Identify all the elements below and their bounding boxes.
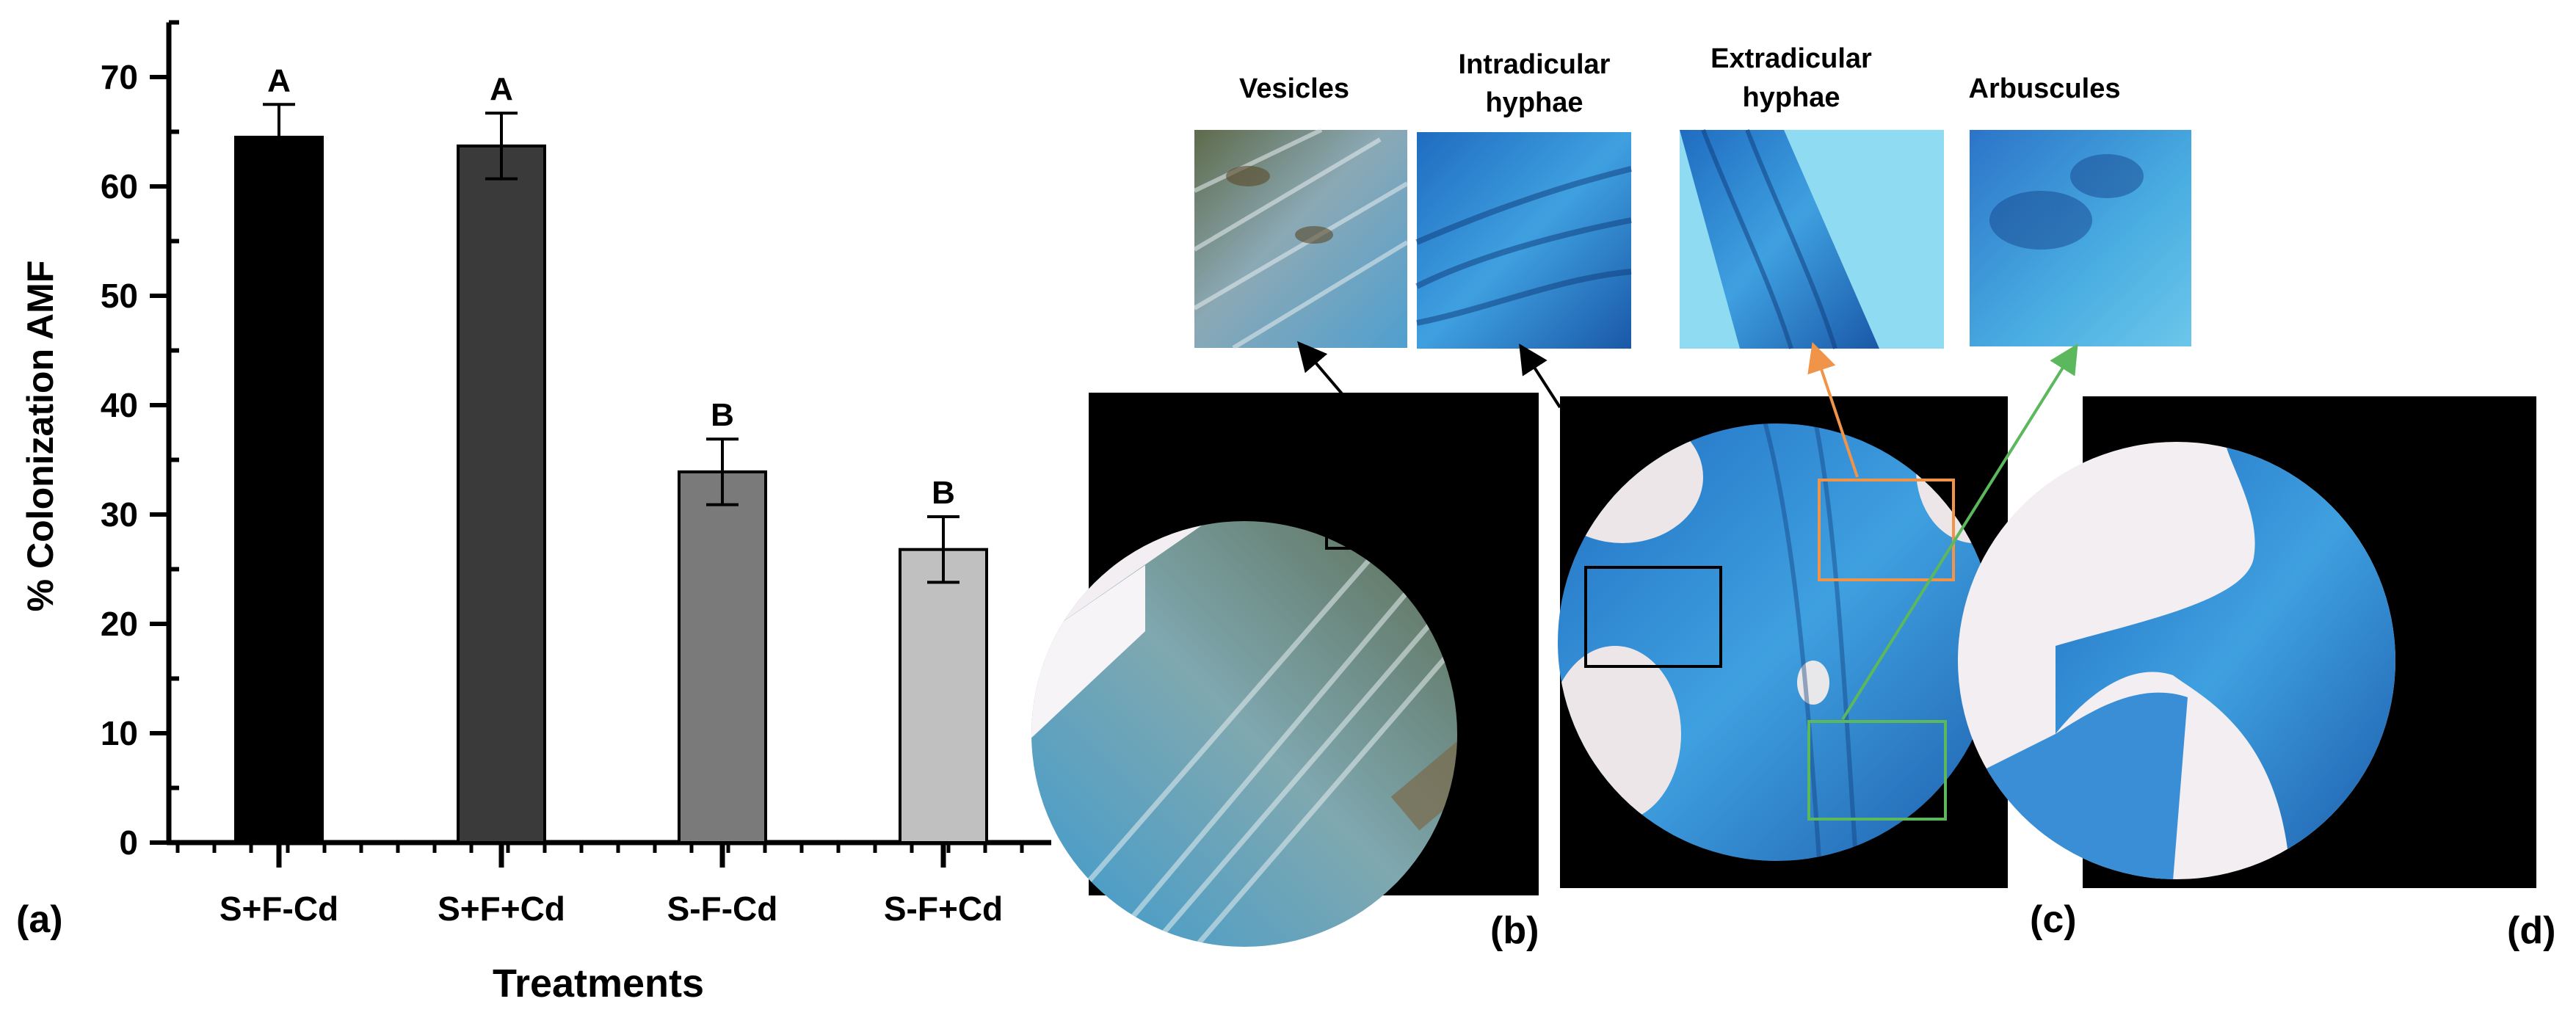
micrograph-c (1558, 396, 2008, 888)
inset-label-extradicular-2: hyphae (1742, 82, 1840, 113)
x-tick-label: S+F-Cd (219, 890, 338, 928)
micrograph-b (1031, 393, 1539, 947)
chart-bars: A A B B (234, 62, 988, 844)
x-axis-label: Treatments (493, 961, 704, 1006)
inset-label-extradicular: Extradicular (1710, 43, 1872, 74)
inset-label-arbuscules: Arbuscules (1969, 73, 2121, 104)
inset-label-intradicular: Intradicular (1459, 49, 1611, 80)
bar-S-F-Cd (678, 470, 767, 844)
panel-labels: (b) (c) (d) (1490, 898, 2555, 952)
y-tick-label: 30 (101, 495, 138, 534)
micrograph-d (1958, 396, 2536, 888)
panel-label-a: (a) (16, 898, 63, 941)
y-tick-label: 40 (101, 386, 138, 424)
y-tick-label: 10 (101, 714, 138, 752)
panel-label-d: (d) (2507, 909, 2555, 952)
significance-letter: B (932, 475, 955, 511)
significance-letter: A (267, 62, 291, 98)
bar-S+F+Cd (457, 144, 546, 844)
y-tick-label: 20 (101, 605, 138, 643)
y-tick-label: 60 (101, 167, 138, 206)
x-tick-label: S-F+Cd (884, 890, 1003, 928)
y-tick-label: 70 (101, 58, 138, 96)
x-tick-label: S+F+Cd (438, 890, 565, 928)
inset-arbuscules-image (1970, 130, 2191, 346)
callout-arrows (1297, 341, 2078, 721)
y-tick-label: 50 (101, 277, 138, 315)
significance-letter: A (490, 71, 513, 107)
bar-S-F+Cd (899, 548, 988, 844)
bar-S+F-Cd (234, 135, 324, 844)
inset-labels: Vesicles Intradicular hyphae Extradicula… (1239, 43, 2121, 118)
inset-label-intradicular-2: hyphae (1485, 87, 1583, 118)
significance-letter: B (711, 397, 734, 433)
inset-vesicles-image (1193, 128, 1409, 350)
panel-label-b: (b) (1490, 909, 1539, 952)
x-tick-label: S-F-Cd (667, 890, 778, 928)
inset-extradicular-image (1680, 128, 1944, 349)
inset-label-vesicles: Vesicles (1239, 73, 1349, 104)
inset-intradicular-image (1415, 132, 1632, 349)
y-tick-label: 0 (119, 824, 138, 862)
y-axis-label: % Colonization AMF (20, 261, 61, 612)
panel-label-c: (c) (2030, 898, 2077, 941)
